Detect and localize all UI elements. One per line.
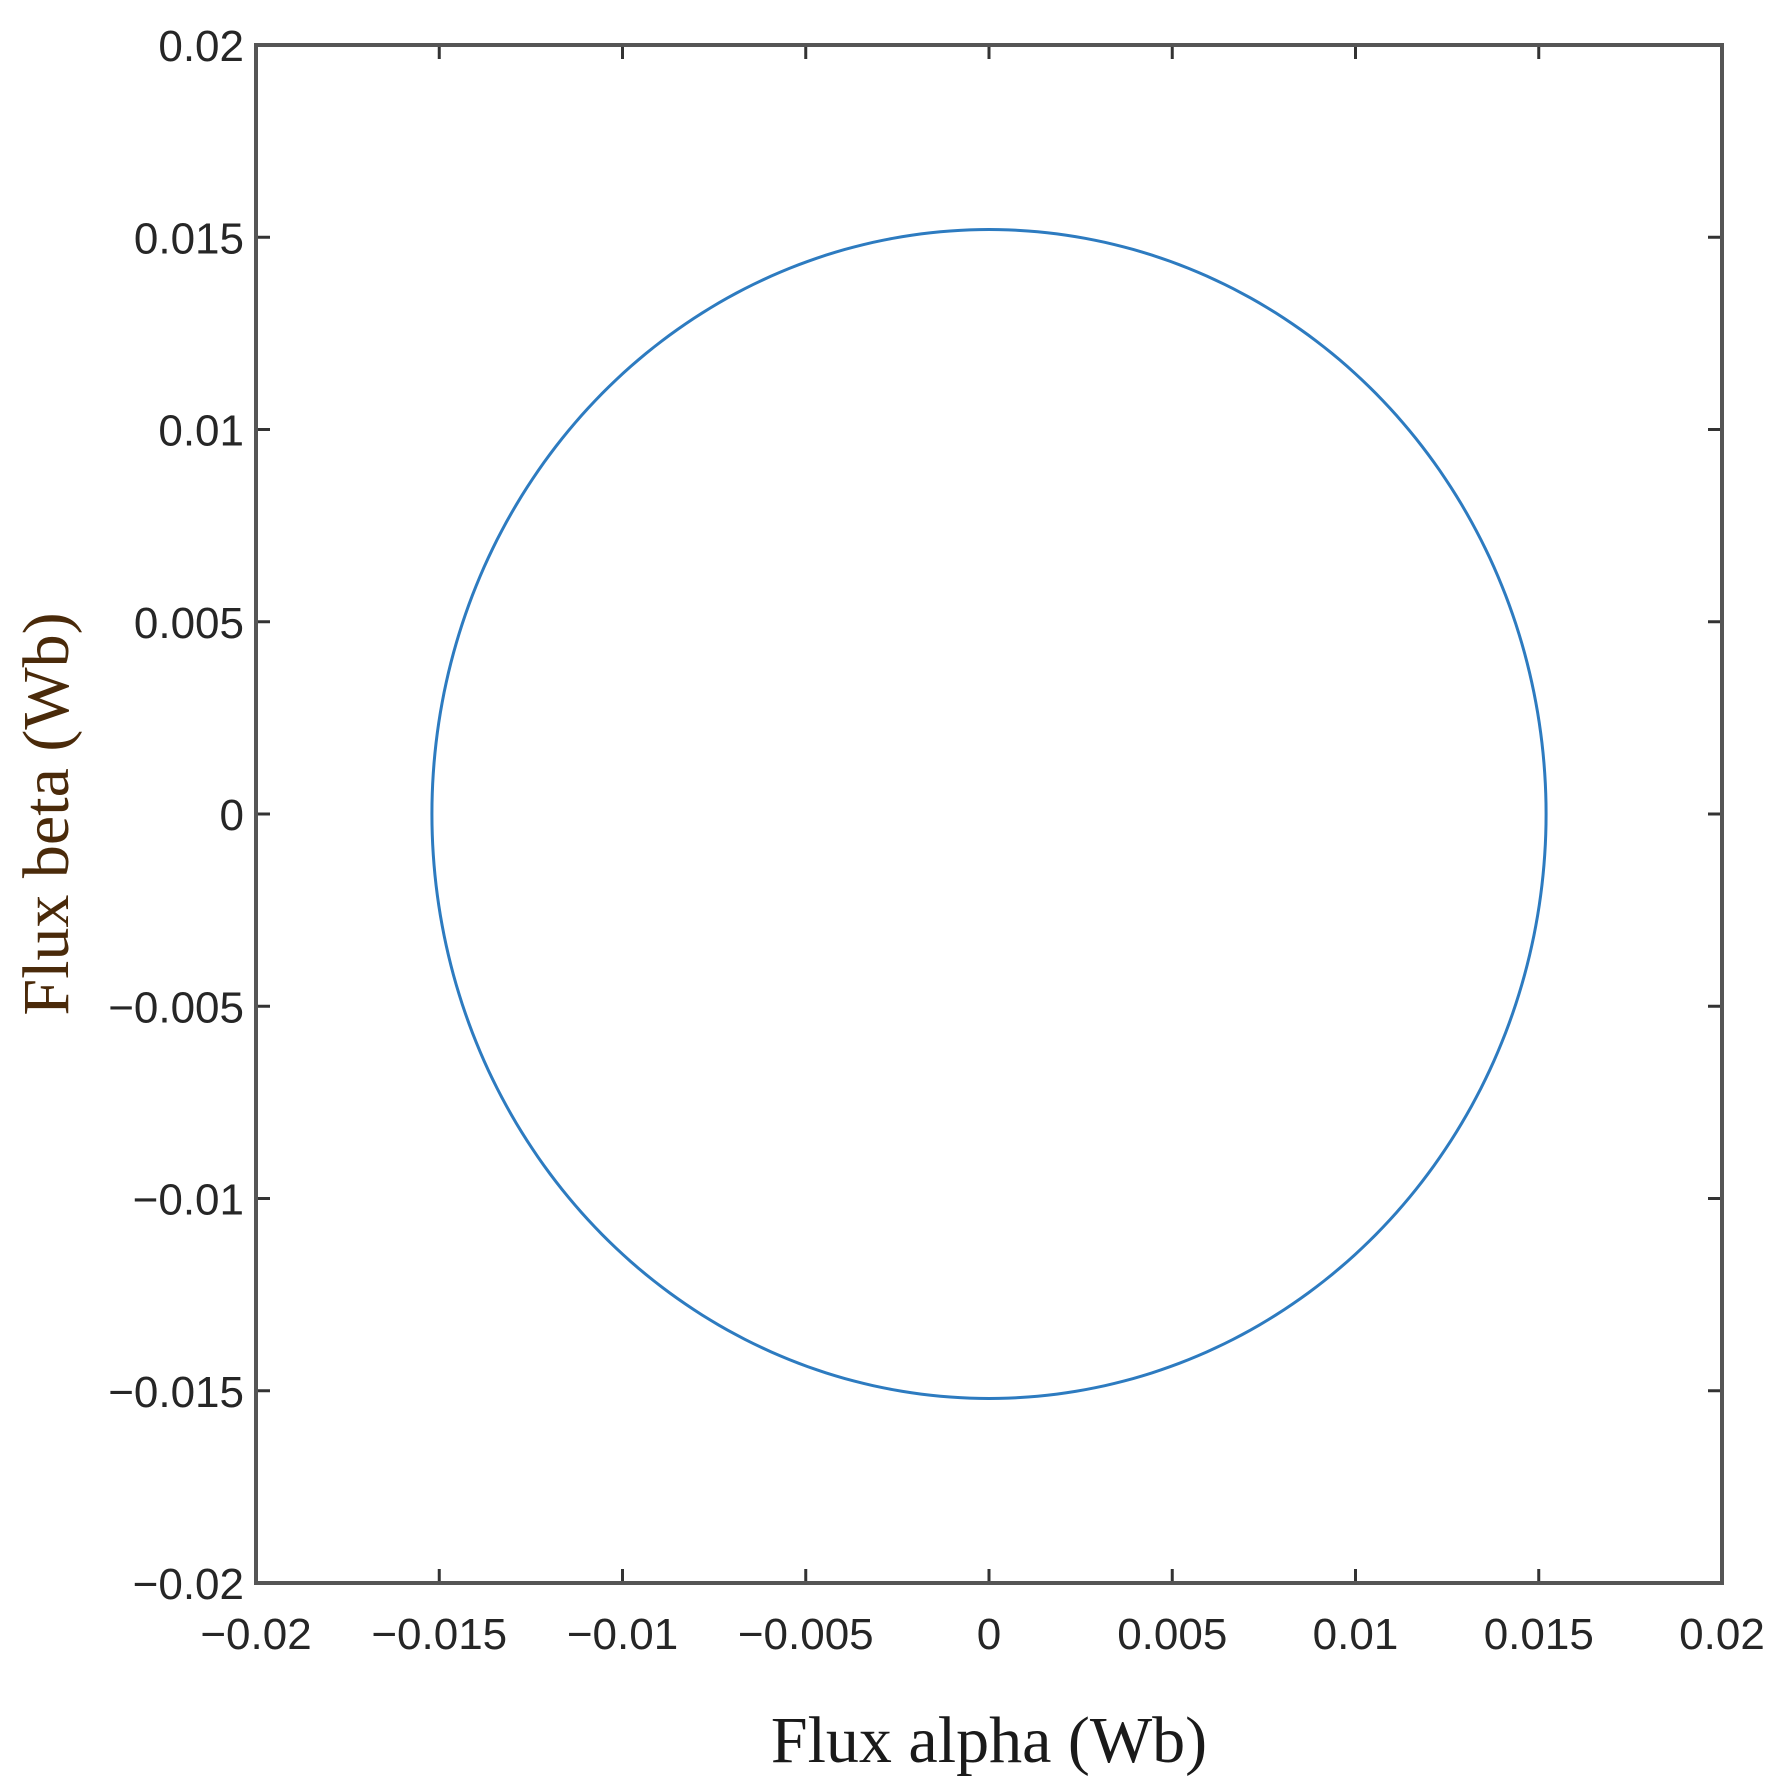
plot-frame — [254, 43, 1724, 1585]
x-tick-label: −0.005 — [738, 1610, 874, 1659]
y-tick-label: −0.005 — [108, 983, 244, 1032]
y-tick-label: −0.015 — [108, 1368, 244, 1417]
series-flux-locus — [430, 228, 1548, 1400]
y-tick-labels: 0.02 0.015 0.01 0.005 0 −0.005 −0.01 −0.015 −0.0… — [108, 22, 244, 1609]
x-axis-label: Flux alpha (Wb) — [771, 1704, 1207, 1777]
y-tick-label: −0.02 — [133, 1560, 244, 1609]
x-tick-label: −0.015 — [371, 1610, 507, 1659]
x-tick-label: −0.01 — [567, 1610, 678, 1659]
x-tick-label: 0.02 — [1679, 1610, 1765, 1659]
x-tick-label: 0.005 — [1117, 1610, 1227, 1659]
y-tick-label: 0.005 — [134, 599, 244, 648]
x-tick-label: 0 — [977, 1610, 1001, 1659]
y-tick-label: −0.01 — [133, 1176, 244, 1225]
plot-background — [256, 45, 1722, 1583]
x-tick-labels: −0.02 −0.015 −0.01 −0.005 0 0.005 0.01 0.015 0.0… — [200, 1610, 1764, 1659]
x-tick-label: −0.02 — [200, 1610, 311, 1659]
y-tick-label: 0.015 — [134, 214, 244, 263]
x-tick-label: 0.015 — [1484, 1610, 1594, 1659]
y-tick-label: 0.02 — [158, 22, 244, 71]
y-tick-label: 0 — [220, 791, 244, 840]
y-tick-label: 0.01 — [158, 407, 244, 456]
y-axis-label: Flux beta (Wb) — [10, 612, 83, 1015]
x-tick-label: 0.01 — [1313, 1610, 1399, 1659]
